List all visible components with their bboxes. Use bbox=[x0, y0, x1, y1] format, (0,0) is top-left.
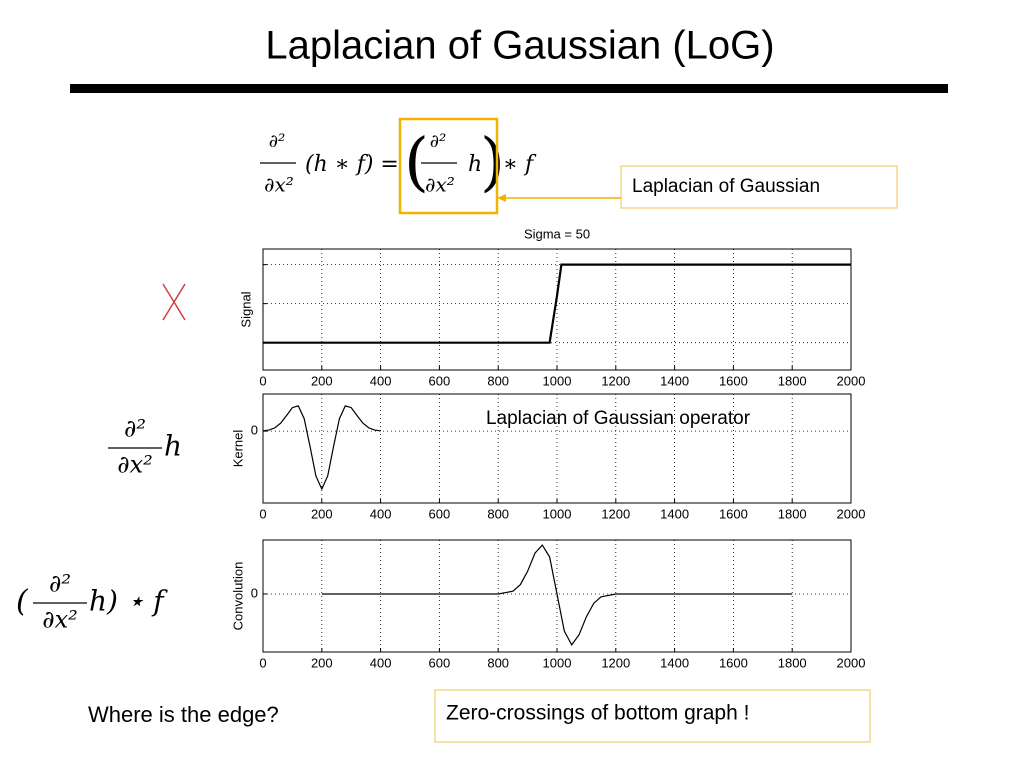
eq-lhs-rest: (h ∗ f) = bbox=[305, 152, 399, 177]
x-tick-label: 600 bbox=[429, 655, 451, 670]
cross-mark bbox=[162, 283, 186, 321]
x-tick-label: 400 bbox=[370, 655, 392, 670]
chart-title: Sigma = 50 bbox=[524, 226, 590, 241]
x-tick-label: 800 bbox=[487, 506, 509, 521]
answer: Zero-crossings of bottom graph ! bbox=[446, 702, 749, 725]
question: Where is the edge? bbox=[88, 702, 279, 727]
x-tick-label: 1600 bbox=[719, 506, 748, 521]
x-tick-label: 0 bbox=[259, 506, 266, 521]
arrow-head bbox=[497, 194, 506, 202]
eq-lhs-den: ∂x² bbox=[264, 173, 294, 197]
x-tick-label: 800 bbox=[487, 655, 509, 670]
eq-rhs-den: ∂x² bbox=[425, 173, 455, 197]
x-tick-label: 1400 bbox=[660, 373, 689, 388]
callout-text: Laplacian of Gaussian bbox=[632, 176, 820, 197]
answer-box bbox=[434, 689, 871, 743]
slide-title: Laplacian of Gaussian (LoG) bbox=[265, 24, 774, 68]
x-tick-label: 1400 bbox=[660, 506, 689, 521]
x-tick-label: 1800 bbox=[778, 655, 807, 670]
title-rule bbox=[70, 84, 948, 93]
annotation: Laplacian of Gaussian operator bbox=[486, 408, 751, 429]
conv-num: ∂² bbox=[49, 570, 71, 598]
conv-rest: h) ⋆ f bbox=[89, 585, 168, 618]
kernel-num: ∂² bbox=[124, 415, 146, 443]
equation: ∂² ∂x² (h ∗ f) = ( ∂² ∂x² h ) ∗ f bbox=[260, 126, 537, 200]
x-tick-label: 1600 bbox=[719, 655, 748, 670]
eq-rhs-close: ) bbox=[480, 126, 505, 200]
x-tick-label: 800 bbox=[487, 373, 509, 388]
data-line bbox=[262, 405, 381, 491]
highlight-box bbox=[398, 117, 499, 215]
conv-formula: ( ∂² ∂x² h) ⋆ f bbox=[16, 570, 168, 634]
y-axis-label: Convolution bbox=[230, 562, 245, 631]
x-tick-label: 600 bbox=[429, 373, 451, 388]
conv-open: ( bbox=[16, 584, 29, 619]
kernel-rest: h bbox=[164, 430, 182, 463]
x-tick-label: 600 bbox=[429, 506, 451, 521]
x-tick-label: 200 bbox=[311, 655, 333, 670]
x-tick-label: 1800 bbox=[778, 373, 807, 388]
kernel-formula: ∂² ∂x² h bbox=[108, 415, 182, 479]
data-line bbox=[263, 263, 851, 344]
x-tick-label: 1000 bbox=[543, 655, 572, 670]
callout-box bbox=[620, 165, 898, 209]
data-line bbox=[321, 544, 793, 647]
x-tick-label: 1200 bbox=[601, 655, 630, 670]
y-tick-label: 0 bbox=[251, 585, 258, 600]
x-tick-label: 1800 bbox=[778, 506, 807, 521]
eq-lhs-num: ∂² bbox=[269, 131, 286, 152]
eq-rhs-num: ∂² bbox=[430, 131, 447, 152]
eq-rhs-rest: ∗ f bbox=[503, 152, 537, 177]
x-tick-label: 200 bbox=[311, 373, 333, 388]
x-tick-label: 0 bbox=[259, 655, 266, 670]
kernel-den: ∂x² bbox=[117, 451, 153, 479]
x-tick-label: 1200 bbox=[601, 373, 630, 388]
y-axis-label: Kernel bbox=[230, 430, 245, 468]
y-tick-label: 0 bbox=[251, 423, 258, 438]
x-tick-label: 400 bbox=[370, 506, 392, 521]
plot-frame bbox=[262, 393, 852, 504]
eq-rhs-h: h bbox=[468, 152, 482, 177]
x-tick-label: 1400 bbox=[660, 655, 689, 670]
x-tick-label: 2000 bbox=[837, 506, 866, 521]
x-tick-label: 0 bbox=[259, 373, 266, 388]
x-tick-label: 1200 bbox=[601, 506, 630, 521]
x-tick-label: 1600 bbox=[719, 373, 748, 388]
x-tick-label: 2000 bbox=[837, 373, 866, 388]
plots: 0 200 400 600 800 1000 1200 1400 1600 1800 2000Sig… bbox=[230, 226, 865, 670]
y-axis-label: Signal bbox=[238, 291, 253, 327]
x-tick-label: 1000 bbox=[543, 506, 572, 521]
x-tick-label: 1000 bbox=[543, 373, 572, 388]
x-tick-label: 2000 bbox=[837, 655, 866, 670]
conv-den: ∂x² bbox=[42, 606, 78, 634]
x-tick-label: 400 bbox=[370, 373, 392, 388]
x-tick-label: 200 bbox=[311, 506, 333, 521]
